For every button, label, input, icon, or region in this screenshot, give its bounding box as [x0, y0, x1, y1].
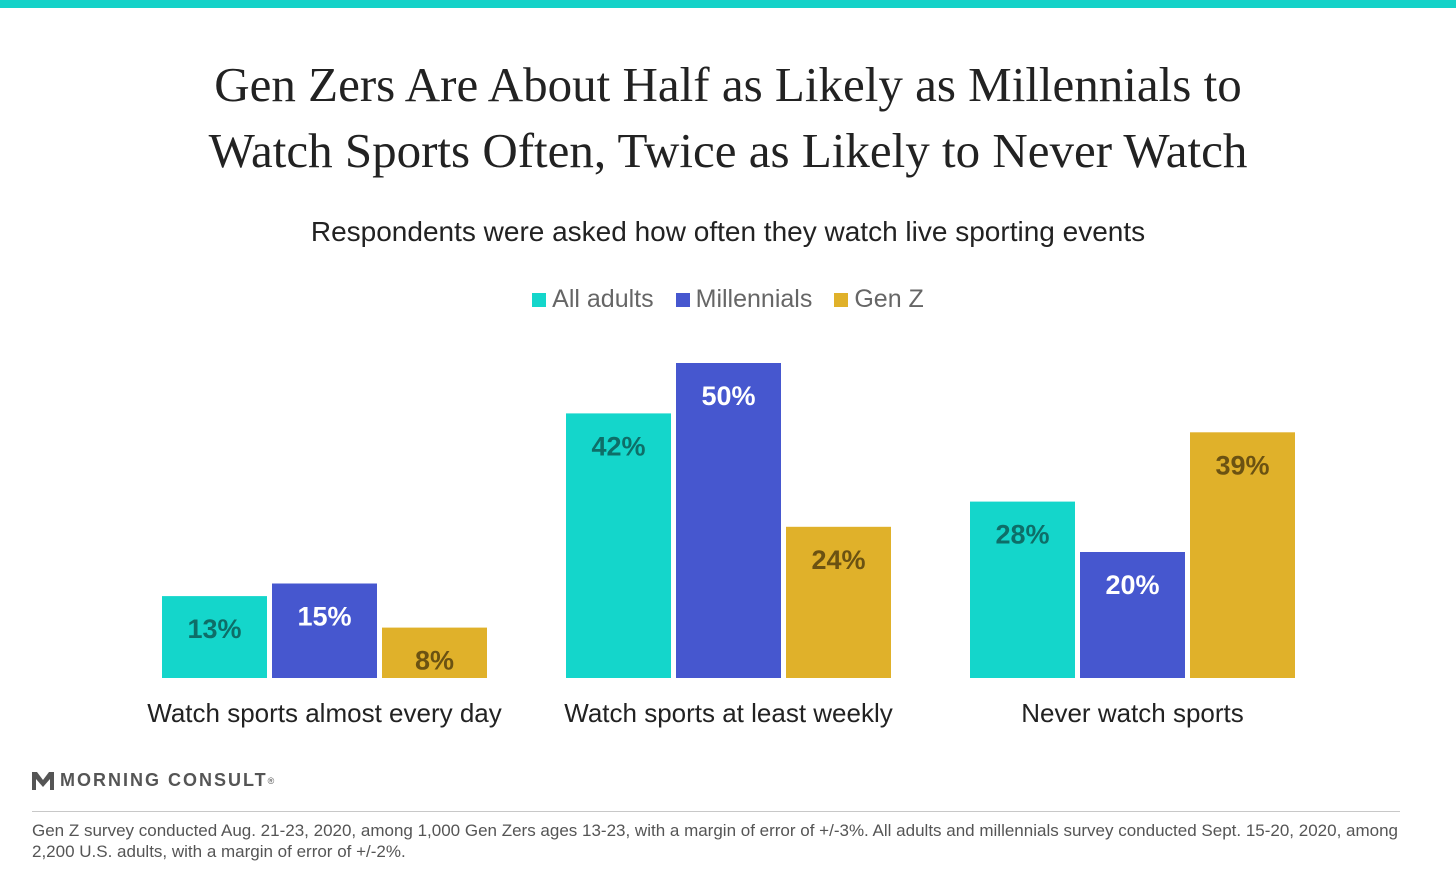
legend-item-gen-z: Gen Z	[834, 285, 924, 314]
legend-swatch-all-adults	[532, 292, 547, 307]
chart-subtitle: Respondents were asked how often they wa…	[310, 216, 1146, 247]
bar-chart: 13% 15% 8% Watch sports almost every day 42%…	[147, 363, 1295, 728]
morning-consult-m-icon	[32, 771, 54, 790]
data-label-gen-z-watch-sports-at-least-weekly: 24%	[811, 545, 865, 575]
data-label-millennials-watch-sports-at-least-weekly: 50%	[701, 381, 755, 411]
category-label-watch-sports-almost-every-day: Watch sports almost every day	[147, 698, 502, 728]
bar-millennials-never-watch-sports	[1080, 552, 1185, 678]
registered-mark: ®	[267, 775, 275, 786]
bar-gen-z-never-watch-sports	[1190, 432, 1295, 678]
category-label-never-watch-sports: Never watch sports	[1021, 698, 1244, 728]
footer-divider	[32, 811, 1400, 812]
bar-gen-z-watch-sports-at-least-weekly	[786, 526, 891, 678]
data-label-all-adults-never-watch-sports: 28%	[995, 520, 1049, 550]
legend-item-millennials: Millennials	[675, 285, 813, 314]
bar-all-adults-watch-sports-at-least-weekly	[566, 413, 671, 678]
data-label-all-adults-watch-sports-almost-every-day: 13%	[187, 614, 241, 644]
data-label-millennials-watch-sports-almost-every-day: 15%	[297, 602, 351, 632]
legend-swatch-gen-z	[834, 292, 849, 307]
footnote: Gen Z survey conducted Aug. 21-23, 2020,…	[32, 821, 1398, 861]
data-label-millennials-never-watch-sports: 20%	[1105, 570, 1159, 600]
bar-all-adults-watch-sports-almost-every-day	[162, 596, 267, 678]
data-label-gen-z-watch-sports-almost-every-day: 8%	[415, 646, 454, 676]
chart-title: Gen Zers Are About Half as Likely as Mil…	[0, 52, 1456, 184]
bar-all-adults-never-watch-sports	[970, 501, 1075, 678]
chart-title-line-1: Gen Zers Are About Half as Likely as Mil…	[214, 57, 1242, 112]
legend-swatch-millennials	[675, 292, 690, 307]
logo-text: MORNING CONSULT	[60, 770, 268, 790]
data-label-gen-z-never-watch-sports: 39%	[1215, 450, 1269, 480]
legend-label-millennials: Millennials	[695, 285, 813, 313]
legend-item-all-adults: All adults	[532, 285, 654, 314]
top-accent-bar	[0, 0, 1456, 8]
bar-millennials-watch-sports-almost-every-day	[272, 583, 377, 678]
chart-title-line-2: Watch Sports Often, Twice as Likely to N…	[208, 123, 1248, 178]
legend-label-gen-z: Gen Z	[854, 285, 924, 313]
bar-millennials-watch-sports-at-least-weekly	[676, 363, 781, 678]
data-label-all-adults-watch-sports-at-least-weekly: 42%	[591, 431, 645, 461]
bar-gen-z-watch-sports-almost-every-day	[382, 627, 487, 678]
chart-legend: All adults Millennials Gen Z	[0, 285, 1456, 314]
morning-consult-logo: MORNING CONSULT ®	[32, 770, 274, 791]
legend-label-all-adults: All adults	[552, 285, 654, 313]
category-label-watch-sports-at-least-weekly: Watch sports at least weekly	[564, 698, 893, 728]
